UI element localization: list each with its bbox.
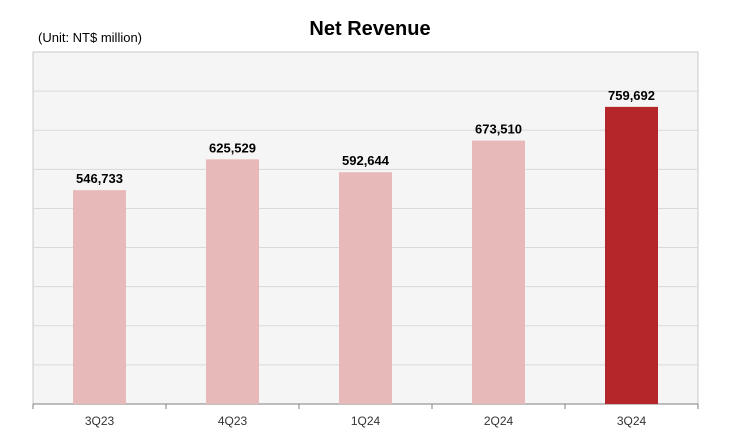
x-tick-label: 2Q24 bbox=[484, 414, 514, 428]
bar-1q24 bbox=[339, 172, 392, 404]
data-label: 759,692 bbox=[608, 88, 655, 103]
data-label: 592,644 bbox=[342, 153, 390, 168]
unit-note: (Unit: NT$ million) bbox=[38, 30, 143, 45]
bar-2q24 bbox=[472, 140, 525, 404]
bar-3q23 bbox=[73, 190, 126, 404]
bar-3q24 bbox=[605, 106, 658, 405]
chart-title: Net Revenue bbox=[309, 18, 431, 40]
x-tick-label: 3Q24 bbox=[617, 414, 647, 428]
data-label: 673,510 bbox=[475, 122, 522, 137]
x-tick-label: 4Q23 bbox=[218, 414, 248, 428]
data-label: 546,733 bbox=[76, 171, 123, 186]
bar-4q23 bbox=[206, 159, 259, 404]
data-label: 625,529 bbox=[209, 140, 256, 155]
x-tick-label: 1Q24 bbox=[351, 414, 381, 428]
x-tick-label: 3Q23 bbox=[85, 414, 115, 428]
